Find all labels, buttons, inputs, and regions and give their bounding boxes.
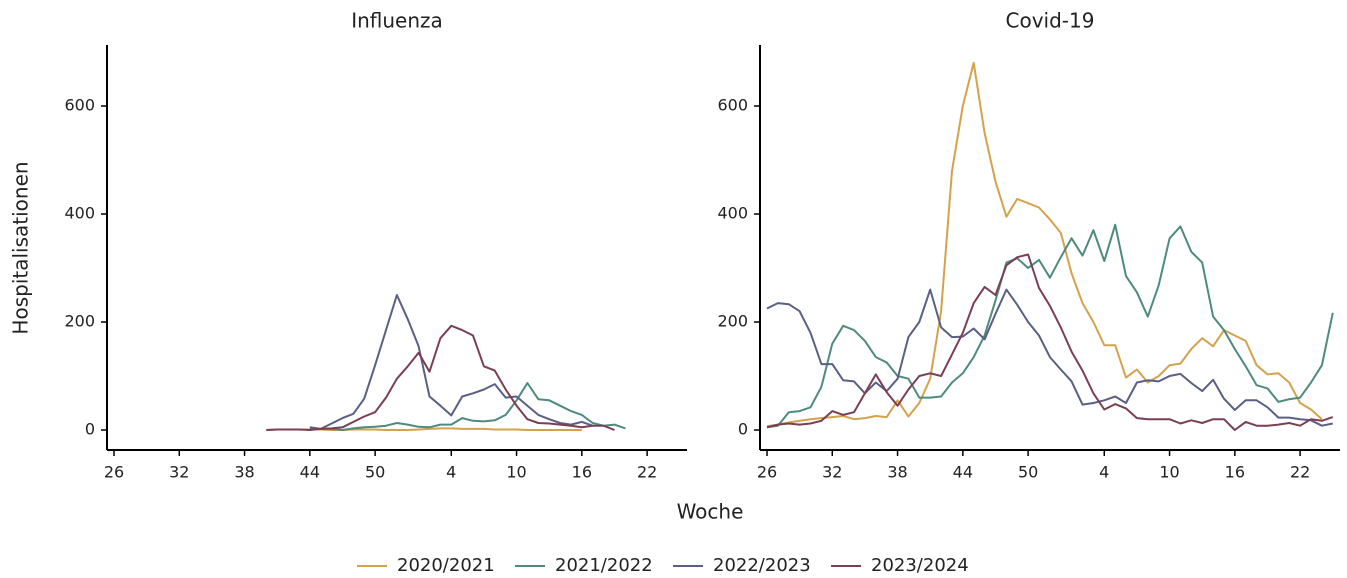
series-line — [309, 382, 626, 431]
panel-title: Covid-19 — [1006, 9, 1095, 33]
x-tick-label: 44 — [953, 463, 973, 482]
series-line — [766, 61, 1323, 428]
y-axis-label: Hospitalisationen — [9, 161, 33, 334]
x-tick-label: 38 — [234, 463, 254, 482]
y-tick-label: 400 — [64, 204, 95, 223]
y-tick-label: 600 — [64, 96, 95, 115]
x-tick-label: 38 — [887, 463, 907, 482]
y-tick-label: 0 — [738, 420, 748, 439]
x-tick-label: 10 — [1159, 463, 1179, 482]
y-tick-label: 200 — [64, 312, 95, 331]
x-tick-label: 50 — [1018, 463, 1038, 482]
y-tick-label: 600 — [717, 96, 748, 115]
y-tick-label: 200 — [717, 312, 748, 331]
x-tick-label: 16 — [1225, 463, 1245, 482]
x-tick-label: 16 — [572, 463, 592, 482]
legend-label: 2021/2022 — [555, 555, 653, 576]
series-line — [309, 294, 594, 430]
x-tick-label: 4 — [1099, 463, 1109, 482]
series-line — [766, 223, 1334, 429]
y-tick-label: 400 — [717, 204, 748, 223]
series-line — [266, 324, 615, 431]
x-tick-label: 26 — [757, 463, 777, 482]
x-tick-label: 26 — [104, 463, 124, 482]
x-tick-label: 32 — [822, 463, 842, 482]
panel-title: Influenza — [351, 9, 443, 33]
x-tick-label: 10 — [506, 463, 526, 482]
x-tick-label: 32 — [169, 463, 189, 482]
x-tick-label: 22 — [1290, 463, 1310, 482]
legend-label: 2020/2021 — [397, 555, 495, 576]
legend-label: 2023/2024 — [871, 555, 969, 576]
x-tick-label: 22 — [637, 463, 657, 482]
legend-label: 2022/2023 — [713, 555, 811, 576]
x-axis-label: Woche — [677, 500, 744, 524]
y-tick-label: 0 — [85, 420, 95, 439]
x-tick-label: 4 — [446, 463, 456, 482]
series-line — [766, 253, 1334, 431]
series-line — [766, 288, 1333, 427]
x-tick-label: 44 — [300, 463, 320, 482]
x-tick-label: 50 — [365, 463, 385, 482]
